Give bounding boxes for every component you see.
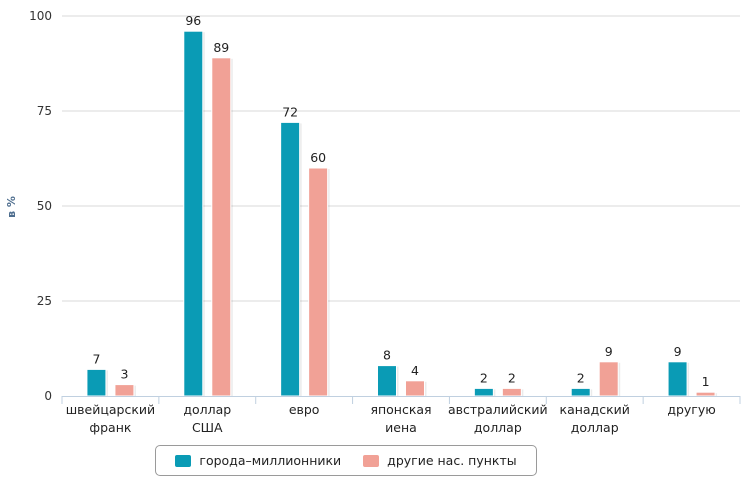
x-category-label: канадский xyxy=(560,402,630,417)
bar-chart: 0 25 50 75 100 в % 7 96 72 8 2 2 9 3 89 60 4 2 9 1 швейца… xyxy=(5,9,741,435)
data-label: 8 xyxy=(383,348,391,363)
legend-item-series-0[interactable]: города–миллионники xyxy=(175,453,341,468)
x-category-label: доллар xyxy=(571,420,619,435)
data-label: 60 xyxy=(310,150,326,165)
x-category-label: евро xyxy=(289,402,320,417)
data-label: 1 xyxy=(702,374,710,389)
legend-label: города–миллионники xyxy=(199,453,342,468)
legend: города–миллионники другие нас. пункты xyxy=(155,445,537,476)
bar-series-0-6[interactable] xyxy=(667,361,688,397)
data-label: 89 xyxy=(213,40,229,55)
x-category-label: франк xyxy=(89,420,131,435)
bar-series-1-6[interactable] xyxy=(695,391,716,397)
legend-swatch xyxy=(363,454,380,467)
bar-series-1-5[interactable] xyxy=(598,361,619,397)
grid-lines xyxy=(62,15,740,302)
x-category-label: швейцарский xyxy=(66,402,155,417)
x-category-label: доллар xyxy=(183,402,231,417)
y-tick-label: 50 xyxy=(37,199,52,213)
x-category-label: доллар xyxy=(474,420,522,435)
x-category-label: другую xyxy=(667,402,715,417)
bar-series-1-1[interactable] xyxy=(211,57,232,397)
bar-series-0-0[interactable] xyxy=(86,368,107,397)
y-tick-label: 100 xyxy=(29,9,52,23)
x-category-label: австралийский xyxy=(448,402,548,417)
legend-swatch xyxy=(175,454,192,467)
data-label: 9 xyxy=(674,344,682,359)
data-label: 9 xyxy=(605,344,613,359)
data-label: 72 xyxy=(282,104,298,119)
bar-series-0-4[interactable] xyxy=(473,387,494,397)
bars[interactable] xyxy=(86,30,718,397)
y-tick-label: 75 xyxy=(37,104,52,118)
legend-item-series-1[interactable]: другие нас. пункты xyxy=(363,453,517,468)
y-axis-ticks: 0 25 50 75 100 xyxy=(29,9,52,403)
data-labels: 7 96 72 8 2 2 9 3 89 60 4 2 9 1 xyxy=(92,13,709,389)
bar-series-0-3[interactable] xyxy=(377,365,397,397)
bar-series-1-4[interactable] xyxy=(501,387,522,397)
bar-series-0-5[interactable] xyxy=(570,387,591,397)
y-axis-label: в % xyxy=(5,196,18,218)
x-category-label: японская xyxy=(370,402,431,417)
bar-series-0-2[interactable] xyxy=(280,121,301,397)
data-label: 7 xyxy=(92,351,100,366)
x-category-label: США xyxy=(192,420,223,435)
bar-series-1-3[interactable] xyxy=(405,380,425,397)
data-label: 2 xyxy=(480,370,488,385)
x-category-label: иена xyxy=(385,420,417,435)
data-label: 2 xyxy=(508,370,516,385)
data-label: 2 xyxy=(577,370,585,385)
x-axis xyxy=(61,396,741,404)
data-label: 3 xyxy=(120,367,128,382)
bar-series-1-2[interactable] xyxy=(308,167,329,397)
bar-series-0-1[interactable] xyxy=(183,30,204,397)
data-label: 96 xyxy=(185,13,201,28)
y-tick-label: 0 xyxy=(44,389,52,403)
category-labels: швейцарский франк доллар США евро японская иен… xyxy=(66,402,716,435)
legend-label: другие нас. пункты xyxy=(387,453,517,468)
bar-series-1-0[interactable] xyxy=(114,384,135,397)
y-tick-label: 25 xyxy=(37,294,52,308)
data-label: 4 xyxy=(411,363,419,378)
